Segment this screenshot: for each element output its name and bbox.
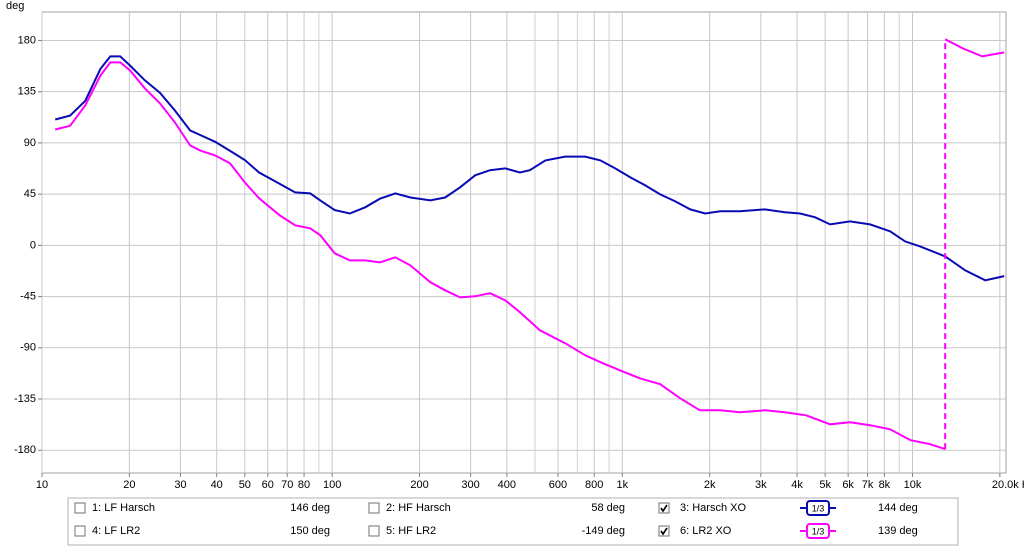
legend-name[interactable]: 4: LF LR2: [92, 525, 140, 537]
y-tick-label: -90: [20, 342, 36, 354]
y-tick-label: 45: [24, 188, 36, 200]
x-tick-label: 1k: [617, 479, 629, 491]
x-tick-label: 100: [323, 479, 341, 491]
checkbox[interactable]: [74, 502, 86, 514]
legend-name[interactable]: 6: LR2 XO: [680, 525, 732, 537]
legend-name[interactable]: 3: Harsch XO: [680, 502, 746, 514]
legend-readout: 146 deg: [290, 502, 330, 514]
checkbox[interactable]: [368, 525, 380, 537]
y-tick-label: 135: [18, 86, 36, 98]
x-tick-label: 400: [498, 479, 516, 491]
x-tick-label: 2k: [704, 479, 716, 491]
x-tick-label: 20: [123, 479, 135, 491]
checkbox[interactable]: [368, 502, 380, 514]
x-tick-label: 200: [410, 479, 428, 491]
x-tick-label: 5k: [819, 479, 831, 491]
smoothing-box[interactable]: [806, 523, 830, 539]
x-tick-label: 20.0k Hz: [992, 479, 1024, 491]
legend-readout: 144 deg: [878, 502, 918, 514]
x-tick-label: 80: [298, 479, 310, 491]
x-tick-label: 30: [174, 479, 186, 491]
x-tick-label: 10k: [904, 479, 922, 491]
x-tick-label: 7k: [862, 479, 874, 491]
legend-readout: 58 deg: [591, 502, 625, 514]
x-tick-label: 4k: [791, 479, 803, 491]
checkbox[interactable]: [658, 502, 670, 514]
checkmark: [660, 504, 668, 513]
checkbox[interactable]: [74, 525, 86, 537]
legend-name[interactable]: 1: LF Harsch: [92, 502, 155, 514]
x-tick-label: 800: [585, 479, 603, 491]
y-tick-label: 90: [24, 137, 36, 149]
legend-name[interactable]: 2: HF Harsch: [386, 502, 451, 514]
x-tick-label: 60: [262, 479, 274, 491]
x-tick-label: 70: [281, 479, 293, 491]
smoothing-label: 1/3: [812, 526, 825, 536]
y-axis-label: deg: [6, 0, 24, 12]
x-tick-label: 600: [549, 479, 567, 491]
legend-name[interactable]: 5: HF LR2: [386, 525, 436, 537]
x-tick-label: 50: [239, 479, 251, 491]
x-tick-label: 6k: [842, 479, 854, 491]
x-tick-label: 10: [36, 479, 48, 491]
legend-readout: -149 deg: [582, 525, 625, 537]
y-tick-label: 0: [30, 239, 36, 251]
series-line: [944, 38, 1005, 58]
legend-readout: 150 deg: [290, 525, 330, 537]
x-tick-label: 3k: [755, 479, 767, 491]
smoothing-box[interactable]: [806, 500, 830, 516]
x-tick-label: 8k: [879, 479, 891, 491]
plot-area: [41, 11, 1007, 474]
y-tick-label: -180: [14, 444, 36, 456]
x-tick-label: 40: [211, 479, 223, 491]
checkmark: [660, 527, 668, 536]
y-tick-label: -45: [20, 290, 36, 302]
smoothing-label: 1/3: [812, 503, 825, 513]
y-tick-label: 180: [18, 34, 36, 46]
y-tick-label: -135: [14, 393, 36, 405]
legend-readout: 139 deg: [878, 525, 918, 537]
checkbox[interactable]: [658, 525, 670, 537]
series-line: [54, 61, 946, 451]
series-line: [54, 55, 1005, 282]
x-tick-label: 300: [461, 479, 479, 491]
